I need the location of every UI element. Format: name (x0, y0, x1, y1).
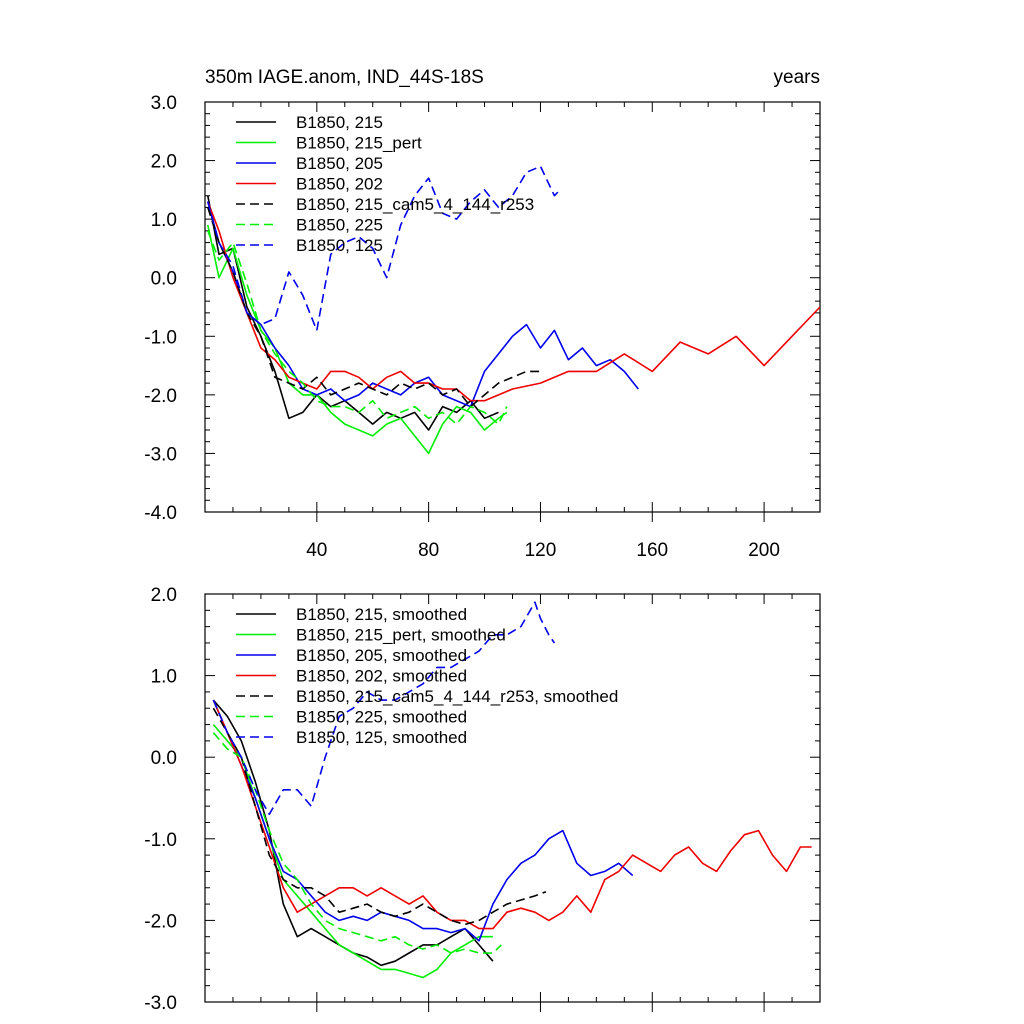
y-tick-label: -1.0 (144, 327, 177, 348)
series-line (207, 201, 820, 402)
legend-label: B1850, 202 (296, 175, 383, 194)
series-line (212, 724, 493, 979)
y-tick-label: 0.0 (151, 269, 177, 290)
legend-label: B1850, 125 (296, 236, 383, 255)
x-tick-label: 40 (306, 540, 327, 561)
series-line (207, 201, 639, 408)
legend-label: B1850, 215 (296, 113, 383, 132)
series-line (212, 732, 502, 954)
legend-label: B1850, 215, smoothed (296, 605, 467, 624)
series-line (212, 699, 634, 942)
y-tick-label: -3.0 (144, 444, 177, 465)
bottom-panel: 2.0 1.0 0.0 -1.0 -2.0 -3.0 B1850, 215, smoothe… (144, 585, 821, 1014)
series-line (207, 230, 508, 425)
legend-label: B1850, 202, smoothed (296, 667, 467, 686)
legend-label: B1850, 125, smoothed (296, 728, 467, 747)
y-tick-label: -3.0 (144, 993, 177, 1014)
series-line (212, 699, 812, 930)
y-tick-label: 1.0 (151, 210, 177, 231)
x-tick-label: 80 (418, 540, 439, 561)
series-line (207, 165, 561, 332)
x-tick-label: 200 (748, 540, 780, 561)
series-line (207, 224, 508, 455)
y-tick-label: 3.0 (151, 93, 177, 114)
legend-label: B1850, 215_pert (296, 134, 422, 153)
series-line (212, 601, 556, 816)
series-line (207, 195, 499, 431)
series-group (212, 601, 812, 979)
y-tick-label: 1.0 (151, 667, 177, 688)
legend-label: B1850, 215_cam5_4_144_r253, smoothed (296, 687, 618, 706)
y-tick-label: -1.0 (144, 830, 177, 851)
legend-label: B1850, 205, smoothed (296, 646, 467, 665)
y-tick-label: -2.0 (144, 386, 177, 407)
top-panel: 3.0 2.0 1.0 0.0 -1.0 -2.0 -3.0 -4.0 40 80 120 160 20… (144, 93, 821, 561)
series-line (207, 207, 541, 408)
y-tick-label: 2.0 (151, 152, 177, 173)
x-tick-label: 120 (525, 540, 557, 561)
y-tick-label: 2.0 (151, 585, 177, 606)
legend-label: B1850, 205 (296, 154, 383, 173)
x-tick-label: 160 (636, 540, 668, 561)
legend-label: B1850, 215_pert, smoothed (296, 626, 506, 645)
series-group (207, 165, 820, 455)
y-tick-label: -2.0 (144, 911, 177, 932)
y-tick-label: 0.0 (151, 748, 177, 769)
series-line (212, 707, 547, 926)
legend-label: B1850, 215_cam5_4_144_r253 (296, 195, 534, 214)
legend-label: B1850, 225 (296, 216, 383, 235)
y-tick-label: -4.0 (144, 503, 177, 524)
legend-label: B1850, 225, smoothed (296, 708, 467, 727)
top-units: years (774, 67, 820, 88)
top-title: 350m IAGE.anom, IND_44S-18S (205, 67, 484, 88)
